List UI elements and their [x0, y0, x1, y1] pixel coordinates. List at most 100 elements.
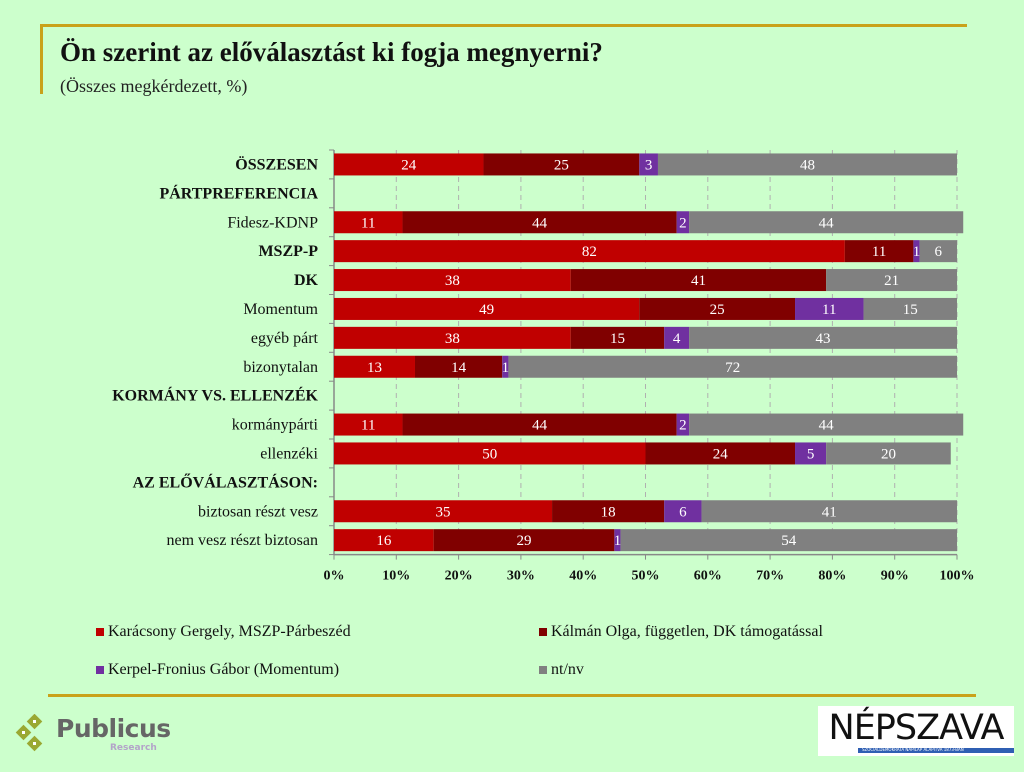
- bar-segment: [334, 211, 403, 234]
- data-label: 44: [819, 418, 835, 434]
- category-label: DK: [294, 272, 319, 289]
- category-label: nem vesz részt biztosan: [167, 532, 319, 549]
- bar-segment: [614, 529, 621, 552]
- data-label: 25: [554, 157, 569, 173]
- bar-segment: [919, 240, 957, 263]
- bar-segment: [402, 211, 677, 234]
- bar-segment: [844, 240, 914, 263]
- data-label: 15: [903, 302, 918, 318]
- bar-segment: [676, 413, 690, 436]
- data-label: 6: [679, 504, 687, 520]
- bar-segment: [689, 413, 964, 436]
- data-label: 41: [691, 273, 706, 289]
- x-tick-label: 90%: [881, 569, 909, 584]
- data-label: 1: [502, 360, 510, 376]
- bar-segment: [334, 326, 571, 349]
- bar-segment: [795, 297, 864, 320]
- bar-segment: [334, 297, 640, 320]
- category-label: Fidesz-KDNP: [227, 214, 318, 231]
- category-label: Momentum: [243, 301, 318, 318]
- data-label: 82: [582, 244, 597, 260]
- data-label: 44: [819, 215, 835, 231]
- x-tick-label: 30%: [507, 569, 535, 584]
- bar-segment: [639, 297, 796, 320]
- data-label: 24: [401, 157, 417, 173]
- bar-segment: [795, 442, 827, 465]
- data-label: 50: [482, 446, 497, 462]
- x-tick-label: 80%: [818, 569, 846, 584]
- data-label: 13: [367, 360, 382, 376]
- bar-segment: [334, 442, 646, 465]
- data-label: 11: [361, 215, 375, 231]
- bar-segment: [657, 153, 957, 176]
- nepszava-tagline-bar: [858, 748, 1014, 753]
- bar-segment: [639, 153, 658, 176]
- bar-segment: [414, 355, 503, 378]
- bar-segment: [334, 500, 553, 523]
- legend-item-kerpel: Kerpel-Fronius Gábor (Momentum): [96, 661, 339, 679]
- data-label: 21: [884, 273, 899, 289]
- publicus-logo: Publicus Research: [12, 714, 171, 758]
- data-label: 3: [645, 157, 653, 173]
- publicus-logo-text: Publicus: [56, 714, 171, 743]
- data-label: 25: [710, 302, 725, 318]
- data-label: 5: [807, 446, 815, 462]
- bar-segment: [689, 211, 964, 234]
- x-tick-label: 70%: [756, 569, 784, 584]
- legend-label: nt/nv: [551, 661, 584, 678]
- x-tick-label: 20%: [445, 569, 473, 584]
- data-label: 14: [451, 360, 467, 376]
- bar-segment: [334, 269, 571, 292]
- data-label: 38: [445, 273, 460, 289]
- bar-segment: [689, 326, 957, 349]
- data-label: 44: [532, 418, 548, 434]
- nepszava-tagline: SZOCIÁLDEMOKRATA NAPILAP ALAPÍTVA 1873-B…: [862, 747, 964, 752]
- category-label: kormánypárti: [232, 417, 319, 434]
- bar-segment: [620, 529, 957, 552]
- data-label: 35: [436, 504, 451, 520]
- category-label: ellenzéki: [260, 445, 318, 462]
- category-label: MSZP-P: [258, 243, 318, 260]
- data-label: 2: [679, 418, 687, 434]
- bar-segment: [664, 326, 690, 349]
- data-label: 6: [935, 244, 943, 260]
- bar-segment: [913, 240, 920, 263]
- x-tick-label: 50%: [632, 569, 660, 584]
- frame-bottom-line: [48, 694, 976, 697]
- nepszava-logo: NÉPSZAVA SZOCIÁLDEMOKRATA NAPILAP ALAPÍT…: [818, 706, 1014, 756]
- data-label: 1: [913, 244, 921, 260]
- page-subtitle: (Összes megkérdezett, %): [60, 76, 248, 96]
- bar-segment: [570, 326, 665, 349]
- bar-segment: [508, 355, 957, 378]
- data-label: 2: [679, 215, 687, 231]
- data-label: 11: [361, 418, 375, 434]
- category-label: bizonytalan: [243, 359, 318, 376]
- category-label: ÖSSZESEN: [235, 155, 318, 173]
- legend-label: Kerpel-Fronius Gábor (Momentum): [108, 661, 340, 678]
- legend-swatch: [539, 666, 547, 674]
- bar-segment: [570, 269, 827, 292]
- legend-item-kalman: Kálmán Olga, független, DK támogatással: [539, 623, 823, 641]
- frame-top-line: [40, 24, 967, 27]
- x-tick-label: 40%: [569, 569, 597, 584]
- bar-segment: [863, 297, 957, 320]
- data-label: 72: [725, 360, 740, 376]
- bar-segment: [334, 355, 415, 378]
- category-label: AZ ELŐVÁLASZTÁSON:: [133, 472, 318, 491]
- data-label: 11: [872, 244, 886, 260]
- data-label: 24: [713, 446, 729, 462]
- category-label: KORMÁNY VS. ELLENZÉK: [112, 386, 318, 405]
- category-label: PÁRTPREFERENCIA: [159, 183, 318, 202]
- x-tick-label: 0%: [324, 569, 345, 584]
- publicus-logo-subtext: Research: [110, 743, 157, 753]
- data-label: 38: [445, 331, 460, 347]
- bar-segment: [334, 240, 845, 263]
- data-label: 41: [822, 504, 837, 520]
- x-tick-label: 60%: [694, 569, 722, 584]
- data-label: 1: [614, 533, 622, 549]
- nepszava-logo-text: NÉPSZAVA: [828, 708, 1005, 748]
- legend-swatch: [96, 666, 104, 674]
- bar-segment: [701, 500, 957, 523]
- category-label: egyéb párt: [251, 330, 319, 347]
- stacked-bar-chart: 0% 10% 20% 30% 40% 50% 60% 70% 80% 90% 100% ÖSSZESE…: [112, 149, 975, 584]
